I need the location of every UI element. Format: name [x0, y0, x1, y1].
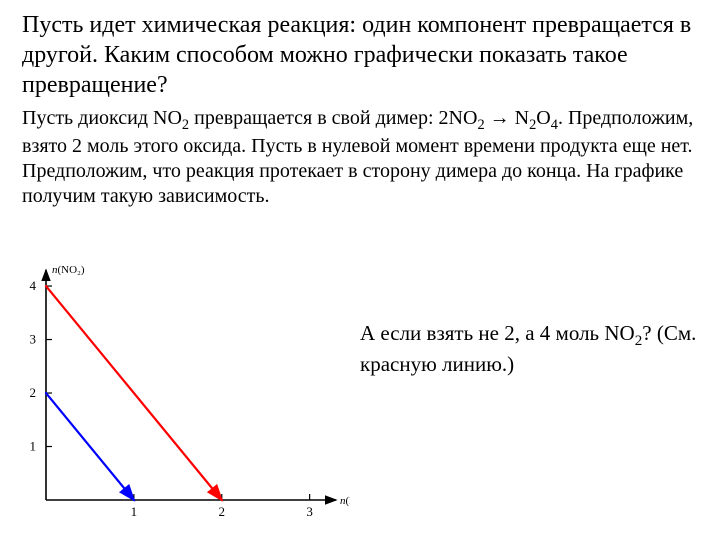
question-title: Пусть идет химическая реакция: один комп… [22, 10, 698, 100]
series-blue-line [46, 393, 134, 500]
annotation-text: А если взять не 2, а 4 моль NO2? (См. кр… [360, 320, 700, 377]
reaction-chart: 1 2 3 1 2 3 4 n(N₂O₄) n(NO₂) [10, 260, 350, 530]
svg-text:3: 3 [30, 332, 37, 347]
svg-text:2: 2 [219, 504, 226, 519]
svg-text:1: 1 [131, 504, 138, 519]
svg-text:3: 3 [306, 504, 313, 519]
series-red-line [46, 286, 222, 500]
svg-text:2: 2 [30, 385, 37, 400]
svg-text:4: 4 [30, 278, 37, 293]
svg-text:1: 1 [30, 439, 37, 454]
svg-text:n(NO₂): n(NO₂) [52, 264, 85, 276]
svg-text:n(N₂O₄): n(N₂O₄) [340, 495, 350, 507]
problem-body: Пусть диоксид NO2 превращается в свой ди… [22, 106, 698, 209]
chart-container: 1 2 3 1 2 3 4 n(N₂O₄) n(NO₂) [10, 260, 350, 530]
